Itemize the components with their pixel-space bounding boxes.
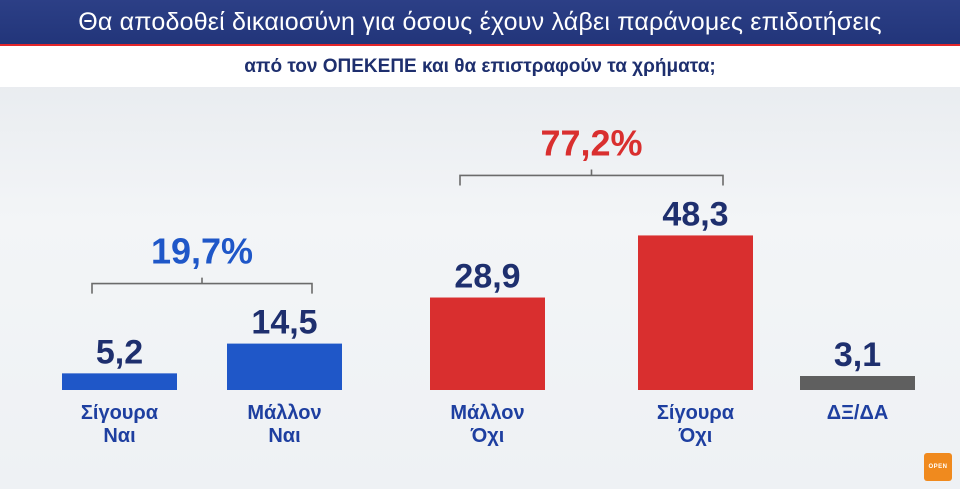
data-label: 28,9 [454, 258, 520, 296]
category-label: Ναι [103, 425, 135, 447]
category-label: Σίγουρα [657, 402, 735, 424]
category-label: Όχι [678, 425, 713, 447]
chart-subtitle: από τον ΟΠΕΚΕΠΕ και θα επιστραφούν τα χρ… [244, 55, 716, 77]
bar [227, 343, 342, 390]
category-label: Μάλλον [450, 402, 524, 424]
bar [430, 297, 545, 390]
bar [638, 235, 753, 390]
data-label: 48,3 [662, 195, 728, 233]
data-label: 3,1 [834, 336, 881, 374]
bar [800, 376, 915, 390]
category-label: Όχι [470, 425, 505, 447]
group-bracket [459, 169, 724, 186]
chart-title: Θα αποδοθεί δικαιοσύνη για όσους έχουν λ… [78, 7, 882, 36]
category-label: ΔΞ/ΔΑ [827, 402, 889, 424]
category-label: Σίγουρα [81, 402, 159, 424]
group-bracket [91, 277, 313, 294]
data-label: 14,5 [251, 304, 317, 342]
subtitle-bar: από τον ΟΠΕΚΕΠΕ και θα επιστραφούν τα χρ… [0, 46, 960, 87]
title-bar: Θα αποδοθεί δικαιοσύνη για όσους έχουν λ… [0, 0, 960, 46]
bar [62, 373, 177, 390]
data-label: 5,2 [96, 333, 143, 371]
category-label: Μάλλον [247, 402, 321, 424]
group-total-label: 77,2% [540, 122, 642, 163]
open-tv-logo: OPEN [924, 453, 952, 481]
open-tv-logo-text: OPEN [928, 464, 948, 470]
category-label: Ναι [268, 425, 300, 447]
group-total-label: 19,7% [151, 231, 253, 272]
